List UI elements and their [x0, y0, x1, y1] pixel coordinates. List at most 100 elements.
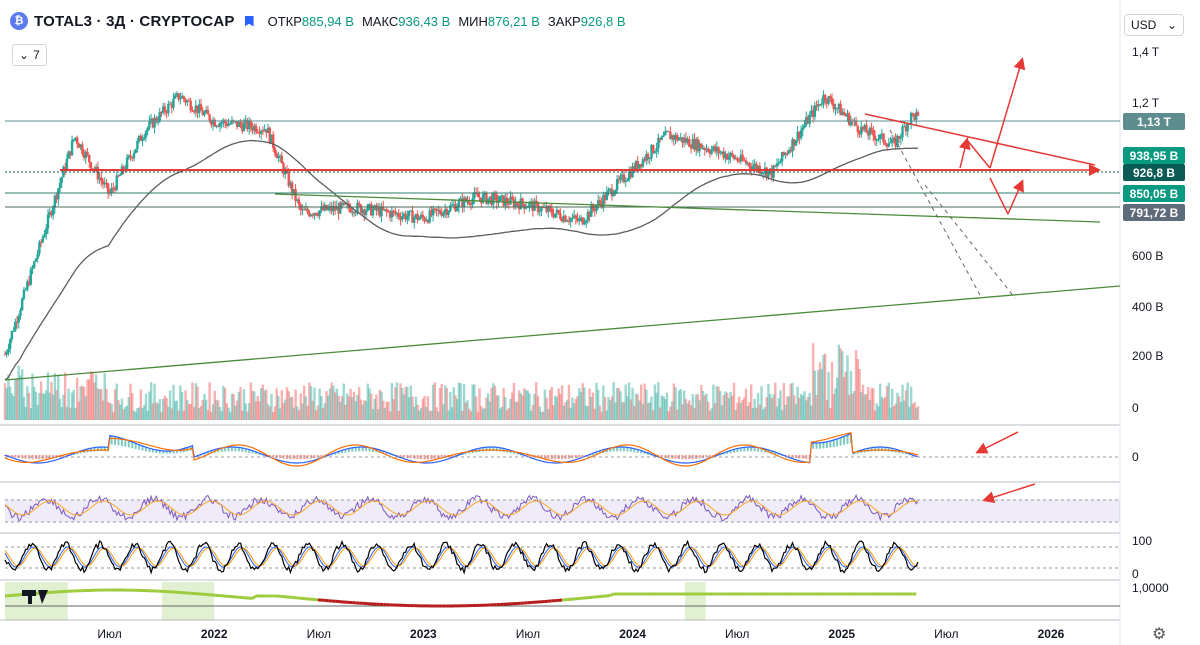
- volume-bar: [388, 411, 392, 420]
- volume-bar: [504, 396, 507, 420]
- candle-body: [230, 120, 234, 124]
- candle-body: [684, 138, 688, 143]
- candle-body: [615, 179, 619, 191]
- volume-bar: [330, 382, 333, 420]
- candle-body: [84, 151, 88, 158]
- volume-bar: [122, 409, 125, 420]
- candle-body: [598, 200, 602, 203]
- candle-body: [880, 133, 884, 135]
- volume-bar: [727, 398, 731, 420]
- volume-bar: [242, 389, 246, 420]
- candle-body: [686, 139, 689, 143]
- volume-bar: [782, 383, 786, 420]
- candle-body: [57, 188, 60, 200]
- volume-bar: [725, 392, 729, 420]
- candle-body: [762, 172, 765, 174]
- candle-body: [363, 209, 366, 216]
- candle-body: [318, 210, 321, 216]
- rsi-band: [5, 500, 1120, 522]
- candle-body: [705, 148, 708, 151]
- volume-bar: [739, 403, 743, 420]
- volume-bar: [904, 390, 908, 420]
- candle-body: [101, 180, 105, 185]
- candle-body: [669, 131, 672, 140]
- macd-histogram-bar: [774, 452, 777, 455]
- volume-bar: [454, 395, 457, 420]
- macd-histogram-bar: [179, 449, 182, 453]
- candle-body: [313, 213, 316, 216]
- candle-body: [342, 203, 345, 205]
- candle-body: [524, 207, 528, 209]
- volume-bar: [268, 406, 271, 420]
- candle-body: [337, 206, 340, 214]
- candle-body: [203, 112, 206, 116]
- volume-bar: [603, 397, 607, 420]
- volume-bar: [805, 400, 808, 420]
- candle-body: [822, 94, 825, 104]
- macd-histogram-bar: [547, 455, 550, 459]
- bookmark-flag-icon[interactable]: [244, 15, 254, 27]
- volume-bar: [65, 406, 69, 420]
- volume-bar: [720, 405, 724, 420]
- y-axis-tick: 1,4 T: [1132, 45, 1160, 59]
- volume-bar: [498, 408, 502, 420]
- volume-bar: [352, 391, 356, 420]
- candle-body: [777, 163, 780, 165]
- candle-body: [400, 216, 404, 220]
- volume-bar: [180, 391, 184, 420]
- macd-histogram-bar: [705, 455, 708, 458]
- candle-body: [146, 127, 149, 132]
- volume-bar: [24, 406, 27, 420]
- candle-body: [380, 206, 383, 217]
- volume-bar: [493, 385, 497, 420]
- macd-histogram-bar: [279, 455, 282, 459]
- candle-body: [198, 104, 201, 114]
- macd-histogram-bar: [255, 451, 258, 455]
- symbol-title[interactable]: TOTAL3 · 3Д · CRYPTOCAP: [34, 12, 235, 30]
- candle-body: [280, 155, 284, 164]
- candle-body: [156, 121, 160, 123]
- macd-histogram-bar: [165, 450, 168, 454]
- macd-histogram-bar: [100, 447, 103, 452]
- macd-histogram-bar: [530, 455, 533, 458]
- volume-bar: [486, 393, 490, 420]
- volume-bar: [22, 396, 26, 420]
- volume-bar: [414, 396, 418, 420]
- candle-body: [404, 213, 407, 220]
- candle-body: [636, 161, 639, 169]
- volume-bar: [113, 389, 117, 420]
- macd-histogram-bar: [461, 453, 464, 456]
- candle-body: [870, 127, 873, 130]
- candle-body: [646, 154, 650, 159]
- volume-bar: [241, 410, 244, 420]
- settings-gear-icon[interactable]: ⚙: [1152, 626, 1167, 643]
- candle-body: [739, 154, 743, 162]
- candle-body: [132, 153, 136, 159]
- volume-bar: [789, 383, 792, 420]
- volume-bar: [333, 392, 337, 420]
- candle-body: [158, 111, 161, 122]
- volume-bar: [610, 396, 614, 420]
- candle-body: [602, 194, 605, 207]
- volume-bar: [856, 359, 860, 420]
- candle-body: [256, 132, 259, 134]
- candle-body: [375, 205, 378, 211]
- volume-bar: [31, 373, 34, 420]
- candle-body: [877, 138, 880, 140]
- currency-select[interactable]: USD ⌄: [1124, 14, 1184, 36]
- volume-bar: [839, 348, 842, 420]
- candle-body: [803, 124, 806, 128]
- volume-bar: [880, 396, 884, 420]
- candle-body: [786, 153, 789, 155]
- indicators-toggle[interactable]: ⌄ 7: [12, 44, 47, 66]
- macd-histogram-bar: [468, 451, 471, 454]
- candle-body: [382, 206, 385, 210]
- volume-bar: [148, 391, 151, 420]
- macd-histogram-bar: [103, 447, 106, 452]
- volume-bar: [524, 390, 528, 420]
- candle-body: [182, 96, 186, 100]
- candle-body: [495, 194, 498, 203]
- volume-bar: [560, 385, 564, 420]
- volume-bar: [861, 384, 865, 420]
